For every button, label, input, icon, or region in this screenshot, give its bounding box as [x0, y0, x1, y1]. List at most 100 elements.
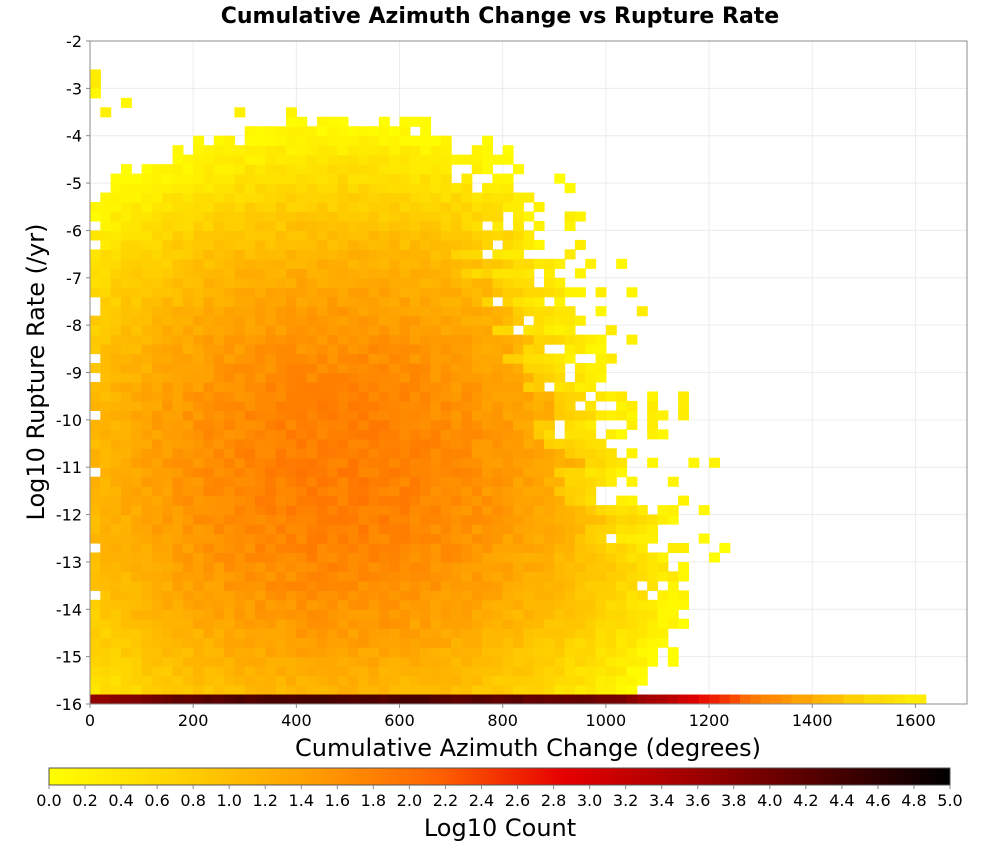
heatmap-cell [275, 400, 287, 411]
heatmap-cell [420, 514, 432, 525]
heatmap-cell [399, 618, 411, 629]
heatmap-cell [306, 145, 318, 156]
heatmap-cell [100, 381, 112, 393]
heatmap-cell [296, 363, 308, 374]
heatmap-cell [193, 495, 205, 506]
heatmap-cell [286, 685, 297, 696]
heatmap-cell [203, 495, 215, 506]
heatmap-cell [399, 381, 411, 393]
heatmap-cell [234, 457, 246, 468]
heatmap-cell [337, 599, 349, 610]
heatmap-cell [316, 145, 328, 156]
heatmap-cell [90, 230, 101, 241]
heatmap-cell [265, 268, 277, 279]
heatmap-cell [389, 457, 401, 468]
heatmap-cell [162, 685, 174, 696]
heatmap-cell [399, 486, 411, 497]
heatmap-cell [451, 344, 463, 355]
heatmap-cell [244, 315, 256, 326]
heatmap-cell [430, 476, 442, 487]
heatmap-cell [657, 561, 669, 572]
heatmap-cell [574, 514, 586, 525]
heatmap-cell [120, 239, 132, 250]
heatmap-cell [120, 344, 132, 355]
heatmap-cell [461, 419, 473, 430]
heatmap-cell [554, 637, 566, 648]
heatmap-cell [451, 505, 463, 516]
heatmap-cell [306, 571, 318, 582]
heatmap-cell [564, 552, 576, 563]
heatmap-cell [461, 363, 473, 374]
heatmap-cell [471, 353, 483, 364]
heatmap-cell [224, 571, 236, 582]
heatmap-cell [224, 419, 236, 430]
heatmap-cell [244, 239, 256, 250]
heatmap-cell [286, 438, 297, 449]
heatmap-cell [636, 637, 648, 648]
heatmap-cell [286, 495, 297, 506]
heatmap-cell [172, 154, 184, 165]
heatmap-cell [574, 618, 586, 629]
heatmap-cell [172, 542, 184, 554]
heatmap-cell [513, 277, 524, 288]
heatmap-cell [151, 334, 163, 345]
heatmap-cell [564, 580, 576, 591]
heatmap-cell [358, 192, 370, 203]
heatmap-cell [151, 590, 163, 601]
heatmap-cell [100, 609, 112, 620]
heatmap-cell [203, 306, 215, 317]
heatmap-cell [482, 618, 493, 629]
heatmap-cell [275, 675, 287, 686]
heatmap-cell [430, 609, 442, 620]
heatmap-cell [337, 628, 349, 639]
x-tick-label: 1000 [586, 711, 627, 730]
heatmap-cell [120, 694, 132, 704]
heatmap-cell [605, 571, 617, 582]
heatmap-cell [543, 495, 555, 506]
heatmap-cell [378, 666, 390, 677]
heatmap-cell [378, 495, 390, 506]
heatmap-cell [244, 647, 256, 658]
heatmap-cell [574, 457, 586, 468]
heatmap-cell [327, 448, 339, 459]
heatmap-cell [193, 438, 205, 449]
heatmap-cell [255, 315, 266, 326]
heatmap-cell [626, 400, 638, 411]
heatmap-cell [213, 467, 225, 478]
y-tick-label: -16 [56, 695, 82, 714]
heatmap-cell [255, 542, 266, 554]
heatmap-cell [358, 524, 370, 535]
heatmap-cell [286, 457, 297, 468]
heatmap-cell [296, 495, 308, 506]
heatmap-cell [626, 656, 638, 667]
heatmap-cell [533, 571, 545, 582]
heatmap-cell [543, 647, 555, 658]
heatmap-cell [502, 192, 514, 203]
heatmap-cell [523, 391, 535, 402]
heatmap-cell [110, 183, 122, 194]
heatmap-cell [420, 524, 432, 535]
heatmap-cell [244, 126, 256, 137]
heatmap-cell [482, 202, 493, 213]
heatmap-cell [368, 296, 380, 307]
heatmap-cell [358, 183, 370, 194]
heatmap-cell [306, 135, 318, 146]
heatmap-cell [595, 334, 607, 345]
heatmap-cell [172, 230, 184, 241]
heatmap-cell [172, 334, 184, 345]
heatmap-cell [337, 287, 349, 298]
heatmap-cell [574, 381, 586, 393]
heatmap-cell [213, 637, 225, 648]
heatmap-cell [224, 656, 236, 667]
heatmap-cell [131, 561, 143, 572]
heatmap-cell [193, 561, 205, 572]
heatmap-cell [162, 429, 174, 440]
heatmap-cell [368, 505, 380, 516]
heatmap-cell [90, 505, 101, 516]
heatmap-cell [781, 694, 793, 704]
heatmap-cell [605, 618, 617, 629]
heatmap-cell [585, 448, 597, 459]
heatmap-cell [729, 694, 741, 704]
heatmap-cell [482, 400, 493, 411]
heatmap-cell [399, 249, 411, 260]
